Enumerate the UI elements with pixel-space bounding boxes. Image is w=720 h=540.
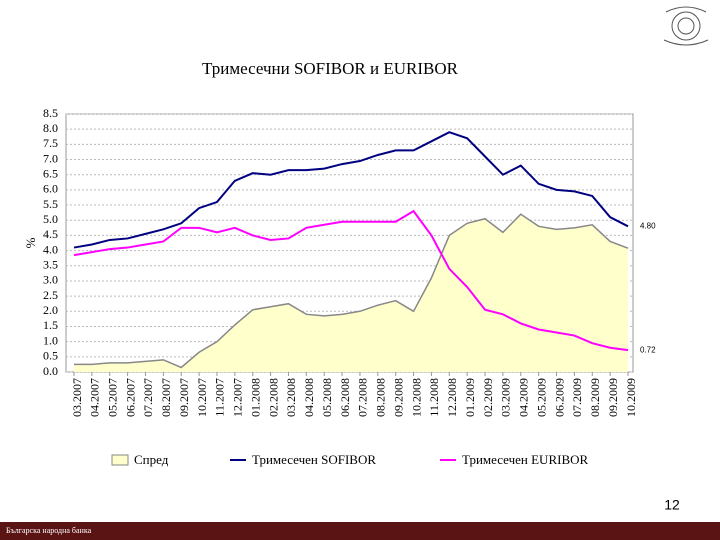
x-tick-label: 10.2008: [409, 378, 423, 417]
x-tick-label: 09.2009: [606, 378, 620, 417]
x-tick-label: 09.2008: [391, 378, 405, 417]
legend-label: Спред: [134, 452, 169, 467]
x-tick-label: 06.2008: [338, 378, 352, 417]
x-tick-label: 11.2008: [427, 378, 441, 417]
y-tick-label: 5.5: [43, 197, 58, 211]
end-label: 0.72: [640, 345, 656, 354]
x-tick-label: 12.2007: [231, 378, 245, 417]
x-tick-label: 10.2007: [195, 378, 209, 417]
footer-text: Българска народна банка: [6, 526, 92, 535]
x-tick-label: 04.2007: [88, 378, 102, 417]
y-tick-label: 4.5: [43, 227, 58, 241]
x-tick-label: 06.2007: [123, 378, 137, 417]
x-tick-label: 01.2009: [463, 378, 477, 417]
x-tick-label: 07.2008: [356, 378, 370, 417]
y-tick-label: 4.0: [43, 242, 58, 256]
series-line: [73, 131, 629, 249]
x-tick-label: 11.2007: [213, 378, 227, 417]
x-tick-label: 03.2008: [284, 378, 298, 417]
x-tick-label: 05.2007: [105, 378, 119, 417]
x-tick-label: 08.2007: [159, 378, 173, 417]
y-tick-label: 2.5: [43, 288, 58, 302]
x-tick-label: 01.2008: [248, 378, 262, 417]
y-tick-label: 1.5: [43, 318, 58, 332]
page-number: 12: [664, 497, 680, 513]
logo: [663, 6, 709, 46]
x-tick-label: 03.2007: [70, 378, 84, 417]
legend-label: Тримесечен EURIBOR: [462, 452, 589, 467]
y-tick-label: 8.5: [43, 106, 58, 120]
y-tick-label: 0.5: [43, 349, 58, 363]
y-tick-label: 2.0: [43, 303, 58, 317]
x-tick-label: 06.2009: [552, 378, 566, 417]
y-tick-label: 8.0: [43, 121, 58, 135]
x-tick-label: 12.2008: [445, 378, 459, 417]
x-tick-label: 02.2008: [266, 378, 280, 417]
footer-bar: [0, 522, 720, 540]
chart-title: Тримесечни SOFIBOR и EURIBOR: [202, 59, 459, 78]
x-tick-label: 05.2008: [320, 378, 334, 417]
x-tick-label: 04.2009: [517, 378, 531, 417]
x-tick-label: 08.2008: [374, 378, 388, 417]
x-tick-label: 02.2009: [481, 378, 495, 417]
x-tick-label: 07.2007: [141, 378, 155, 417]
y-tick-label: 6.5: [43, 166, 58, 180]
y-tick-label: 3.0: [43, 273, 58, 287]
x-tick-label: 08.2009: [588, 378, 602, 417]
legend-swatch: [111, 454, 129, 466]
y-tick-label: 3.5: [43, 258, 58, 272]
x-tick-label: 04.2008: [302, 378, 316, 417]
x-tick-label: 10.2009: [624, 378, 638, 417]
x-tick-label: 07.2009: [570, 378, 584, 417]
y-tick-label: 7.0: [43, 151, 58, 165]
series-line: [73, 209, 629, 352]
y-tick-label: 6.0: [43, 182, 58, 196]
y-tick-label: 0.0: [43, 364, 58, 378]
legend-label: Тримесечен SOFIBOR: [252, 452, 376, 467]
x-tick-label: 03.2009: [499, 378, 513, 417]
x-tick-label: 05.2009: [534, 378, 548, 417]
y-tick-label: 7.5: [43, 136, 58, 150]
y-tick-label: 5.0: [43, 212, 58, 226]
end-label: 4.80: [640, 221, 656, 230]
spread-edge: [74, 213, 629, 369]
y-tick-label: 1.0: [43, 333, 58, 347]
x-tick-label: 09.2007: [177, 378, 191, 417]
y-axis-label: %: [23, 237, 38, 248]
spread-area: [74, 214, 628, 372]
